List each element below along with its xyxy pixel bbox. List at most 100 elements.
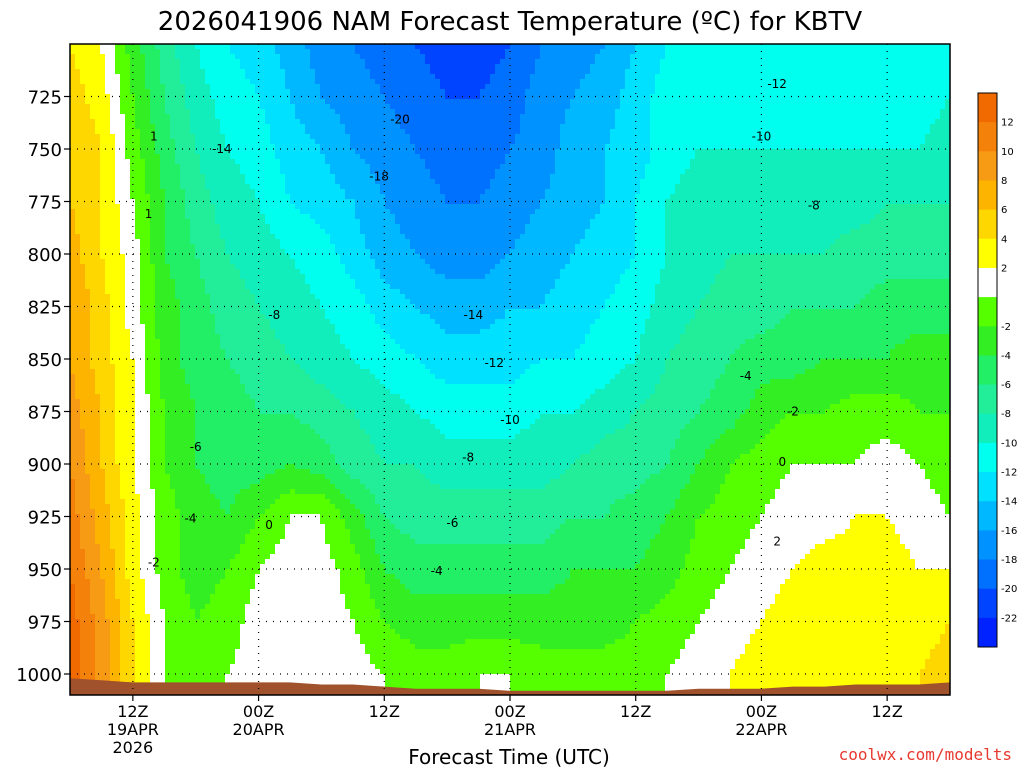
temperature-cell (115, 544, 121, 550)
temperature-cell (100, 309, 106, 315)
temperature-cell (95, 369, 101, 375)
temperature-cell (140, 164, 146, 170)
temperature-cell (130, 344, 136, 350)
temperature-cell (85, 134, 91, 140)
temperature-cell (100, 229, 106, 235)
temperature-cell (125, 609, 131, 615)
temperature-cell (85, 404, 91, 410)
temperature-cell (85, 604, 91, 610)
temperature-cell (115, 49, 121, 55)
temperature-cell (70, 469, 76, 475)
temperature-cell (70, 319, 76, 325)
temperature-cell (90, 614, 96, 620)
temperature-cell (75, 624, 81, 630)
temperature-cell (95, 254, 101, 260)
temperature-cell (95, 664, 101, 670)
temperature-cell (85, 184, 91, 190)
temperature-cell (105, 639, 111, 645)
temperature-cell (110, 634, 116, 640)
temperature-cell (130, 204, 136, 210)
temperature-cell (75, 534, 81, 540)
temperature-cell (120, 429, 126, 435)
temperature-cell (90, 404, 96, 410)
temperature-cell (85, 89, 91, 95)
temperature-cell (125, 314, 131, 320)
temperature-cell (125, 294, 131, 300)
temperature-cell (70, 309, 76, 315)
temperature-cell (125, 404, 131, 410)
temperature-cell (125, 589, 131, 595)
temperature-cell (75, 314, 81, 320)
temperature-cell (75, 189, 81, 195)
temperature-cell (100, 159, 106, 165)
temperature-cell (85, 244, 91, 250)
temperature-cell (80, 449, 86, 455)
temperature-cell (125, 74, 131, 80)
temperature-cell (70, 149, 76, 155)
temperature-cell (135, 599, 141, 605)
temperature-cell (70, 434, 76, 440)
temperature-cell (80, 104, 86, 110)
temperature-cell (110, 339, 116, 345)
temperature-cell (115, 414, 121, 420)
temperature-cell (85, 339, 91, 345)
temperature-cell (90, 654, 96, 660)
temperature-cell (135, 559, 141, 565)
temperature-cell (135, 374, 141, 380)
temperature-cell (75, 664, 81, 670)
temperature-cell (105, 139, 111, 145)
temperature-cell (80, 489, 86, 495)
temperature-cell (100, 429, 106, 435)
temperature-cell (120, 464, 126, 470)
temperature-cell (70, 59, 76, 65)
temperature-cell (100, 129, 106, 135)
temperature-cell (115, 134, 121, 140)
temperature-cell (115, 479, 121, 485)
temperature-cell (95, 639, 101, 645)
temperature-cell (120, 209, 126, 215)
temperature-cell (115, 294, 121, 300)
temperature-cell (135, 644, 141, 650)
temperature-cell (85, 79, 91, 85)
temperature-cell (95, 209, 101, 215)
temperature-cell (80, 624, 86, 630)
temperature-cell (130, 424, 136, 430)
temperature-cell (120, 424, 126, 430)
temperature-cell (125, 584, 131, 590)
temperature-cell (95, 74, 101, 80)
temperature-cell (85, 174, 91, 180)
temperature-cell (125, 69, 131, 75)
temperature-cell (110, 674, 116, 680)
temperature-cell (135, 439, 141, 445)
temperature-cell (120, 634, 126, 640)
temperature-cell (135, 639, 141, 645)
temperature-cell (75, 244, 81, 250)
temperature-cell (135, 264, 141, 270)
temperature-cell (70, 634, 76, 640)
temperature-cell (100, 624, 106, 630)
temperature-cell (130, 594, 136, 600)
temperature-cell (85, 369, 91, 375)
temperature-cell (75, 539, 81, 545)
temperature-cell (135, 304, 141, 310)
temperature-cell (80, 154, 86, 160)
temperature-cell (90, 354, 96, 360)
temperature-cell (95, 229, 101, 235)
temperature-cell (80, 654, 86, 660)
temperature-cell (70, 659, 76, 665)
temperature-cell (80, 519, 86, 525)
temperature-cell (75, 374, 81, 380)
temperature-cell (80, 79, 86, 85)
temperature-cell (110, 209, 116, 215)
temperature-cell (115, 169, 121, 175)
temperature-cell (85, 489, 91, 495)
temperature-cell (110, 629, 116, 635)
temperature-cell (70, 419, 76, 425)
temperature-cell (75, 214, 81, 220)
temperature-cell (140, 44, 146, 50)
temperature-cell (110, 544, 116, 550)
temperature-cell (85, 209, 91, 215)
temperature-cell (100, 534, 106, 540)
temperature-cell (110, 224, 116, 230)
temperature-cell (95, 489, 101, 495)
